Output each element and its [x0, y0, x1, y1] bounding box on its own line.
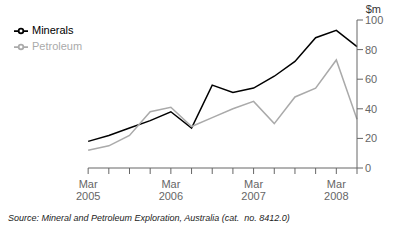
- html-text:Minerals: Minerals: [32, 24, 74, 36]
- svg-text:80: 80: [365, 44, 377, 56]
- svg-text:20: 20: [365, 132, 377, 144]
- svg-text:Mar2007: Mar2007: [241, 178, 265, 202]
- svg-text:Mar2008: Mar2008: [324, 178, 348, 202]
- svg-text:Mar2005: Mar2005: [76, 178, 100, 202]
- svg-text:100: 100: [365, 14, 383, 26]
- html-text:$m: $m: [365, 3, 381, 15]
- html-text:Petroleum: Petroleum: [32, 40, 83, 53]
- svg-text:40: 40: [365, 103, 377, 115]
- svg-text:0: 0: [365, 162, 371, 174]
- html-text:Source: Mineral and Petroleum: Source: Mineral and Petroleum Exploratio…: [8, 213, 290, 223]
- svg-text:Mar2006: Mar2006: [159, 178, 183, 202]
- svg-text:60: 60: [365, 73, 377, 85]
